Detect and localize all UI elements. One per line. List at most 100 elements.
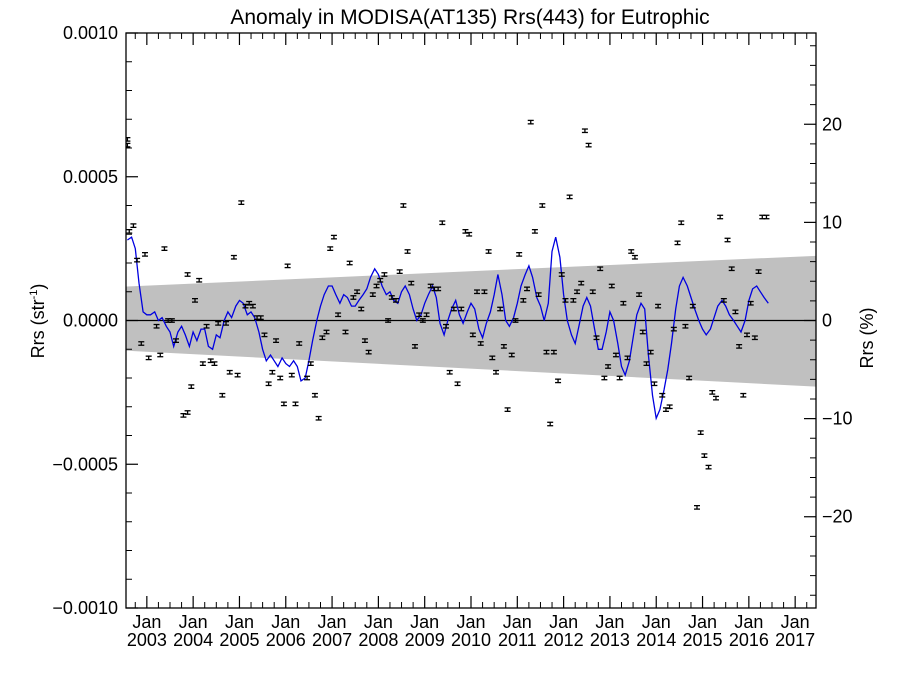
data-point: [304, 375, 311, 381]
data-point: [423, 312, 430, 318]
data-point: [474, 289, 481, 295]
data-point: [566, 194, 573, 200]
x-tick-year-label: 2003: [127, 630, 167, 650]
data-point: [192, 297, 198, 303]
data-point: [381, 272, 388, 277]
data-point: [628, 249, 635, 254]
y-axis-label-superscript: -1: [28, 290, 40, 300]
data-point: [408, 280, 415, 286]
y2-tick-label: 0: [822, 311, 832, 331]
x-tick-year-label: 2005: [219, 630, 259, 650]
x-tick-month-label: Jan: [642, 612, 671, 632]
data-point: [636, 292, 643, 298]
y-axis-label-main: Rrs (str: [28, 299, 48, 358]
x-tick-year-label: 2006: [266, 630, 306, 650]
x-tick-month-label: Jan: [132, 612, 161, 632]
data-point: [373, 283, 380, 289]
data-point: [686, 375, 693, 381]
data-point: [736, 343, 743, 349]
y-tick-label: 0.0005: [63, 167, 118, 187]
data-point: [701, 453, 708, 459]
data-point: [342, 329, 349, 335]
data-point: [358, 306, 365, 312]
data-point: [296, 341, 303, 346]
x-tick-year-label: 2012: [544, 630, 584, 650]
y-tick-label: 0.0000: [63, 311, 118, 331]
data-point: [601, 375, 608, 381]
data-point: [593, 335, 600, 341]
data-point: [439, 220, 446, 226]
data-point: [361, 338, 368, 344]
data-point: [655, 303, 662, 309]
x-tick-year-label: 2017: [775, 630, 815, 650]
y-tick-label: −0.0005: [52, 454, 118, 474]
x-tick-year-label: 2007: [312, 630, 352, 650]
data-point: [469, 332, 476, 338]
data-point: [292, 401, 299, 407]
x-tick-month-label: Jan: [456, 612, 485, 632]
data-point: [524, 286, 531, 292]
uncertainty-band: [126, 255, 816, 387]
data-point: [392, 297, 399, 303]
data-point: [365, 349, 372, 355]
data-point: [744, 332, 750, 338]
data-point: [211, 361, 218, 367]
data-point: [574, 289, 581, 295]
data-point: [288, 372, 295, 378]
data-point: [161, 246, 168, 252]
data-point: [319, 335, 326, 341]
data-point: [173, 338, 180, 344]
data-point: [215, 320, 222, 326]
data-point: [639, 329, 646, 335]
data-point: [616, 375, 623, 381]
data-point: [223, 320, 230, 326]
data-point: [280, 401, 287, 407]
data-point: [477, 341, 484, 346]
data-point: [539, 203, 546, 208]
data-point: [141, 251, 148, 257]
data-point: [550, 349, 557, 355]
data-point: [249, 303, 256, 309]
data-point: [311, 392, 318, 398]
x-tick-month-label: Jan: [688, 612, 717, 632]
data-point: [315, 415, 322, 421]
data-point: [485, 249, 492, 254]
data-point: [126, 136, 131, 142]
x-tick-month-label: Jan: [271, 612, 300, 632]
data-point: [670, 326, 677, 332]
data-point: [126, 142, 131, 148]
data-point: [466, 231, 473, 237]
data-point: [265, 381, 272, 387]
y2-tick-label: 20: [822, 114, 842, 134]
x-tick-year-label: 2008: [358, 630, 398, 650]
data-point: [199, 361, 206, 367]
data-point: [712, 395, 719, 401]
data-point: [257, 315, 264, 321]
data-point: [697, 430, 704, 436]
data-point: [273, 338, 280, 344]
data-point: [755, 269, 762, 275]
data-point: [717, 214, 724, 220]
data-point: [504, 407, 511, 413]
data-point: [481, 289, 488, 295]
data-point: [693, 504, 700, 510]
data-point: [153, 323, 160, 329]
x-tick-month-label: Jan: [225, 612, 254, 632]
data-point: [763, 214, 770, 220]
y2-tick-label: −10: [822, 409, 853, 429]
data-point: [558, 272, 565, 277]
data-point: [168, 318, 175, 323]
data-point: [747, 300, 754, 306]
data-point: [724, 237, 731, 243]
y2-tick-label: 10: [822, 212, 842, 232]
y-tick-label: 0.0010: [63, 23, 118, 43]
x-tick-month-label: Jan: [318, 612, 347, 632]
data-point: [624, 355, 631, 361]
data-point: [740, 392, 747, 398]
x-tick-month-label: Jan: [503, 612, 532, 632]
data-point: [543, 349, 550, 355]
smoothed-line: [127, 236, 769, 421]
data-point: [369, 292, 376, 298]
